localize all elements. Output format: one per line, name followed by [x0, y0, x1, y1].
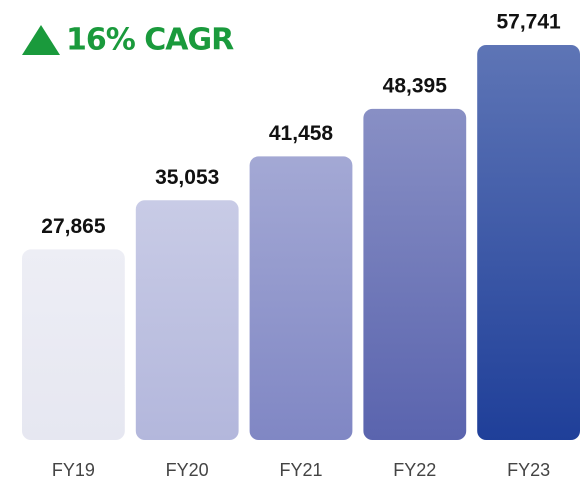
bar — [249, 156, 353, 440]
value-label: 41,458 — [269, 122, 334, 145]
value-label: 48,395 — [383, 74, 448, 97]
up-triangle — [22, 25, 60, 55]
x-tick-label: FY19 — [52, 460, 95, 480]
x-tick-label: FY20 — [166, 460, 209, 480]
cagr-annotation: 16% CAGR — [66, 23, 234, 58]
x-tick-label: FY21 — [279, 460, 322, 480]
x-tick-label: FY22 — [393, 460, 436, 480]
bar — [363, 108, 467, 440]
x-tick-label: FY23 — [507, 460, 550, 480]
value-label: 27,865 — [41, 215, 106, 238]
value-label: 35,053 — [155, 166, 219, 189]
bar — [135, 200, 239, 440]
bar — [477, 45, 580, 440]
value-label: 57,741 — [496, 11, 561, 34]
bar — [22, 249, 125, 440]
